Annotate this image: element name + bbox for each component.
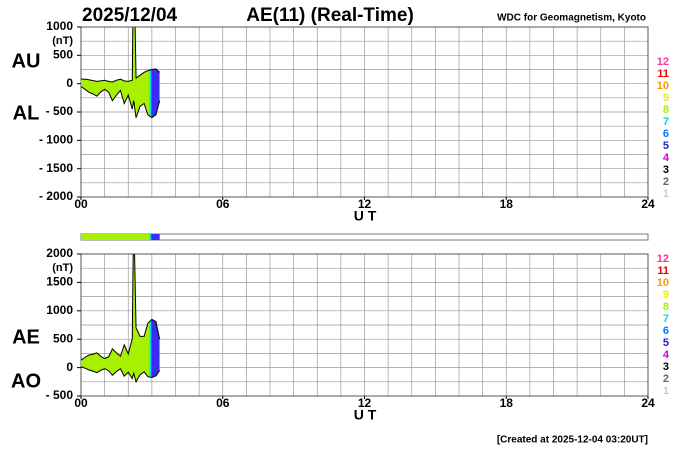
series-line: [81, 86, 161, 119]
plot-area: [81, 27, 161, 119]
y-tick-label: 1500: [46, 275, 73, 289]
x-tick-label: 12: [358, 396, 372, 410]
x-tick-label: 06: [216, 197, 230, 211]
legend-entry: 4: [663, 152, 670, 164]
legend-entry: 1: [663, 188, 669, 200]
y-tick-label: - 1500: [39, 161, 73, 175]
x-tick-label: 18: [500, 197, 514, 211]
y-tick-label: 2000: [46, 246, 73, 260]
legend-entry: 3: [663, 164, 669, 176]
coverage-bar-frame: [80, 233, 649, 241]
legend-entry: 10: [657, 80, 669, 92]
y-tick-label: 1000: [46, 19, 73, 33]
y-tick-label: - 1000: [39, 133, 73, 147]
x-tick-label: 00: [74, 197, 88, 211]
x-tick-label: 24: [641, 197, 655, 211]
legend-entry: 7: [663, 313, 669, 325]
legend-entry: 2: [663, 373, 669, 385]
legend-entry: 2: [663, 176, 669, 188]
x-tick-label: 00: [74, 396, 88, 410]
x-tick-label: 06: [216, 396, 230, 410]
source: WDC for Geomagnetism, Kyoto: [497, 13, 646, 24]
legend-entry: 10: [657, 277, 669, 289]
x-tick-label: 12: [358, 197, 372, 211]
y-tick-label: 0: [66, 76, 73, 90]
area-fill: [81, 254, 150, 382]
legend-entry: 8: [663, 104, 669, 116]
y-tick-label: - 2000: [39, 189, 73, 203]
legend-entry: 4: [663, 349, 670, 361]
legend-entry: 9: [663, 289, 669, 301]
coverage-segment: [151, 234, 160, 240]
area-fill: [81, 27, 150, 118]
y-tick-label: - 500: [46, 388, 74, 402]
unit-label: (nT): [52, 35, 73, 47]
legend-entry: 3: [663, 361, 669, 373]
area-fill: [149, 320, 152, 378]
coverage-segment: [149, 234, 152, 240]
y-tick-label: 0: [66, 360, 73, 374]
series-label: AE: [12, 326, 40, 348]
series-label: AU: [12, 50, 41, 72]
legend-entry: 12: [657, 56, 669, 68]
legend-entry: 11: [657, 265, 669, 277]
series-label: AL: [13, 102, 40, 124]
legend-entry: 6: [663, 325, 669, 337]
area-fill: [149, 69, 152, 118]
y-tick-label: 1000: [46, 303, 73, 317]
area-fill: [151, 68, 160, 118]
legend-entry: 6: [663, 128, 669, 140]
series-label: AO: [11, 370, 41, 392]
legend-entry: 8: [663, 301, 669, 313]
legend-entry: 1: [663, 385, 669, 397]
series-line: [81, 254, 161, 361]
y-tick-label: 500: [53, 331, 73, 345]
y-tick-label: 500: [53, 48, 73, 62]
x-tick-label: 24: [641, 396, 655, 410]
date: 2025/12/04: [82, 5, 178, 26]
legend-entry: 11: [657, 68, 669, 80]
series-line: [81, 27, 161, 83]
legend-entry: 5: [663, 140, 669, 152]
legend-entry: 5: [663, 337, 669, 349]
plot-area: [81, 254, 161, 384]
legend-entry: 12: [657, 253, 669, 265]
area-fill: [151, 319, 160, 378]
x-tick-label: 18: [500, 396, 514, 410]
series-line: [81, 366, 161, 384]
y-tick-label: - 500: [46, 104, 74, 118]
footer: [Created at 2025-12-04 03:20UT]: [497, 435, 648, 446]
unit-label: (nT): [52, 262, 73, 274]
x-axis-label: U T: [354, 208, 377, 224]
x-axis-label: U T: [354, 407, 377, 423]
legend-entry: 9: [663, 92, 669, 104]
coverage-segment: [81, 234, 150, 240]
title: AE(11) (Real-Time): [246, 5, 414, 26]
legend-entry: 7: [663, 116, 669, 128]
